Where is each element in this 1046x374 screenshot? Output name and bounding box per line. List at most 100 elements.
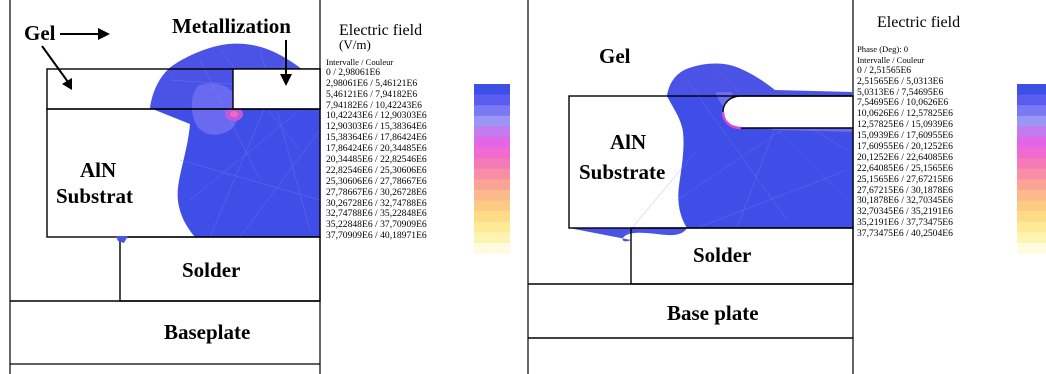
legend-row: 32,74788E6 / 35,22848E6: [326, 208, 427, 220]
legend-row: 7,94182E6 / 10,42243E6: [326, 99, 422, 111]
color-scale-swatch: [474, 168, 510, 180]
left-color-scale: [474, 84, 510, 254]
color-scale-swatch: [1017, 94, 1046, 106]
color-scale-swatch: [1017, 137, 1046, 148]
left-field-substrate: [150, 108, 320, 237]
color-scale-swatch: [474, 137, 510, 148]
legend-row: 0 / 2,98061E6: [326, 66, 381, 78]
legend-row: 12,57825E6 / 15,0939E6: [857, 119, 953, 131]
left-electric-field-title: Electric field: [339, 22, 423, 39]
color-scale-swatch: [1017, 115, 1046, 127]
legend-row: 27,78667E6 / 30,26728E6: [326, 186, 427, 198]
right-substrate-label-line1: AlN: [610, 130, 647, 154]
color-scale-swatch: [474, 200, 510, 212]
legend-row: 22,82546E6 / 25,30606E6: [326, 164, 427, 176]
color-scale-swatch: [1017, 221, 1046, 233]
color-scale-swatch: [474, 105, 510, 117]
left-cross-section-drawing: [9, 0, 510, 374]
legend-row: 5,0313E6 / 7,54695E6: [857, 86, 944, 98]
legend-row: 2,51565E6 / 5,0313E6: [857, 75, 944, 87]
color-scale-swatch: [1017, 200, 1046, 212]
left-simulation-panel: Gel Metallization Electric field (V/m) A…: [0, 0, 522, 374]
legend-row: 15,0939E6 / 17,60955E6: [857, 130, 953, 142]
color-scale-swatch: [474, 84, 510, 95]
legend-row: 20,34485E6 / 22,82546E6: [326, 154, 427, 166]
left-baseplate-label: Baseplate: [164, 320, 251, 344]
color-scale-swatch: [474, 94, 510, 106]
color-scale-swatch: [1017, 179, 1046, 191]
legend-row: 27,67215E6 / 30,1878E6: [857, 184, 953, 196]
legend-row: 17,60955E6 / 20,1252E6: [857, 141, 953, 153]
left-gel-arrow-2: [41, 45, 69, 83]
left-substrate-label-line2: Substrat: [56, 184, 134, 208]
legend-row: 10,0626E6 / 12,57825E6: [857, 108, 953, 120]
color-scale-swatch: [1017, 158, 1046, 170]
color-scale-swatch: [1017, 190, 1046, 201]
legend-row: 32,70345E6 / 35,2191E6: [857, 206, 953, 218]
legend-row: 30,26728E6 / 32,74788E6: [326, 197, 427, 209]
left-legend: Intervalle / Couleur 0 / 2,98061E6 2,980…: [326, 57, 427, 242]
legend-row: 35,22848E6 / 37,70909E6: [326, 219, 427, 231]
right-legend-header: Intervalle / Couleur: [857, 54, 925, 65]
color-scale-swatch: [474, 243, 510, 254]
left-electric-field-unit: (V/m): [339, 37, 371, 52]
legend-row: 25,1565E6 / 27,67215E6: [857, 173, 953, 185]
legend-row: 15,38364E6 / 17,86424E6: [326, 132, 427, 144]
left-substrate-label-line1: AlN: [80, 158, 117, 182]
right-baseplate-label: Base plate: [667, 301, 759, 325]
right-field-plume: [667, 63, 853, 96]
legend-row: 2,98061E6 / 5,46121E6: [326, 77, 418, 89]
color-scale-swatch: [1017, 84, 1046, 95]
color-scale-swatch: [1017, 105, 1046, 117]
color-scale-swatch: [474, 211, 510, 223]
left-solder-label: Solder: [182, 258, 241, 282]
color-scale-swatch: [1017, 147, 1046, 159]
legend-row: 17,86424E6 / 20,34485E6: [326, 143, 427, 155]
color-scale-swatch: [1017, 126, 1046, 138]
legend-row: 35,2191E6 / 37,73475E6: [857, 217, 953, 229]
right-substrate-label-line2: Substrate: [579, 160, 666, 184]
right-legend-phase: Phase (Deg): 0: [857, 44, 909, 54]
color-scale-swatch: [1017, 168, 1046, 180]
right-simulation-panel: Gel Electric field AlN Substrate Solder …: [527, 0, 1046, 374]
legend-row: 20,1252E6 / 22,64085E6: [857, 151, 953, 163]
legend-row: 37,73475E6 / 40,2504E6: [857, 228, 953, 240]
color-scale-swatch: [474, 190, 510, 201]
left-metal-arrow-head: [280, 74, 292, 86]
right-solder-label: Solder: [693, 243, 752, 267]
right-field-edge-hot: [721, 111, 742, 130]
right-field-outside: [569, 228, 687, 242]
legend-row: 10,42243E6 / 12,90303E6: [326, 110, 427, 122]
right-color-scale: [1017, 84, 1046, 254]
left-legend-header: Intervalle / Couleur: [326, 57, 394, 67]
left-gel-arrow-head: [98, 28, 110, 40]
legend-row: 12,90303E6 / 15,38364E6: [326, 121, 427, 133]
color-scale-swatch: [474, 126, 510, 138]
left-metallization-label: Metallization: [172, 14, 291, 38]
right-cross-section-drawing: [527, 0, 1046, 374]
color-scale-swatch: [474, 179, 510, 191]
color-scale-swatch: [474, 147, 510, 159]
left-field-hotspot-core: [230, 111, 238, 117]
legend-row: 0 / 2,51565E6: [857, 64, 912, 76]
color-scale-swatch: [474, 158, 510, 170]
legend-row: 37,70909E6 / 40,18971E6: [326, 230, 427, 242]
legend-row: 25,30606E6 / 27,78667E6: [326, 175, 427, 187]
color-scale-swatch: [474, 232, 510, 244]
legend-row: 7,54695E6 / 10,0626E6: [857, 97, 949, 109]
left-metallization: [232, 68, 321, 110]
legend-row: 30,1878E6 / 32,70345E6: [857, 195, 953, 207]
legend-row: 5,46121E6 / 7,94182E6: [326, 88, 418, 100]
color-scale-swatch: [474, 221, 510, 233]
color-scale-swatch: [1017, 232, 1046, 244]
color-scale-swatch: [1017, 243, 1046, 254]
left-gel-label: Gel: [24, 21, 56, 45]
color-scale-swatch: [1017, 211, 1046, 223]
legend-row: 22,64085E6 / 25,1565E6: [857, 162, 953, 174]
color-scale-swatch: [474, 115, 510, 127]
left-corner-spot: [116, 236, 128, 243]
right-electric-field-title: Electric field: [877, 14, 961, 31]
right-metallization: [722, 95, 853, 129]
right-legend: Phase (Deg): 0 Intervalle / Couleur 0 / …: [857, 44, 953, 240]
left-gel-arrow-2-head: [62, 78, 72, 90]
